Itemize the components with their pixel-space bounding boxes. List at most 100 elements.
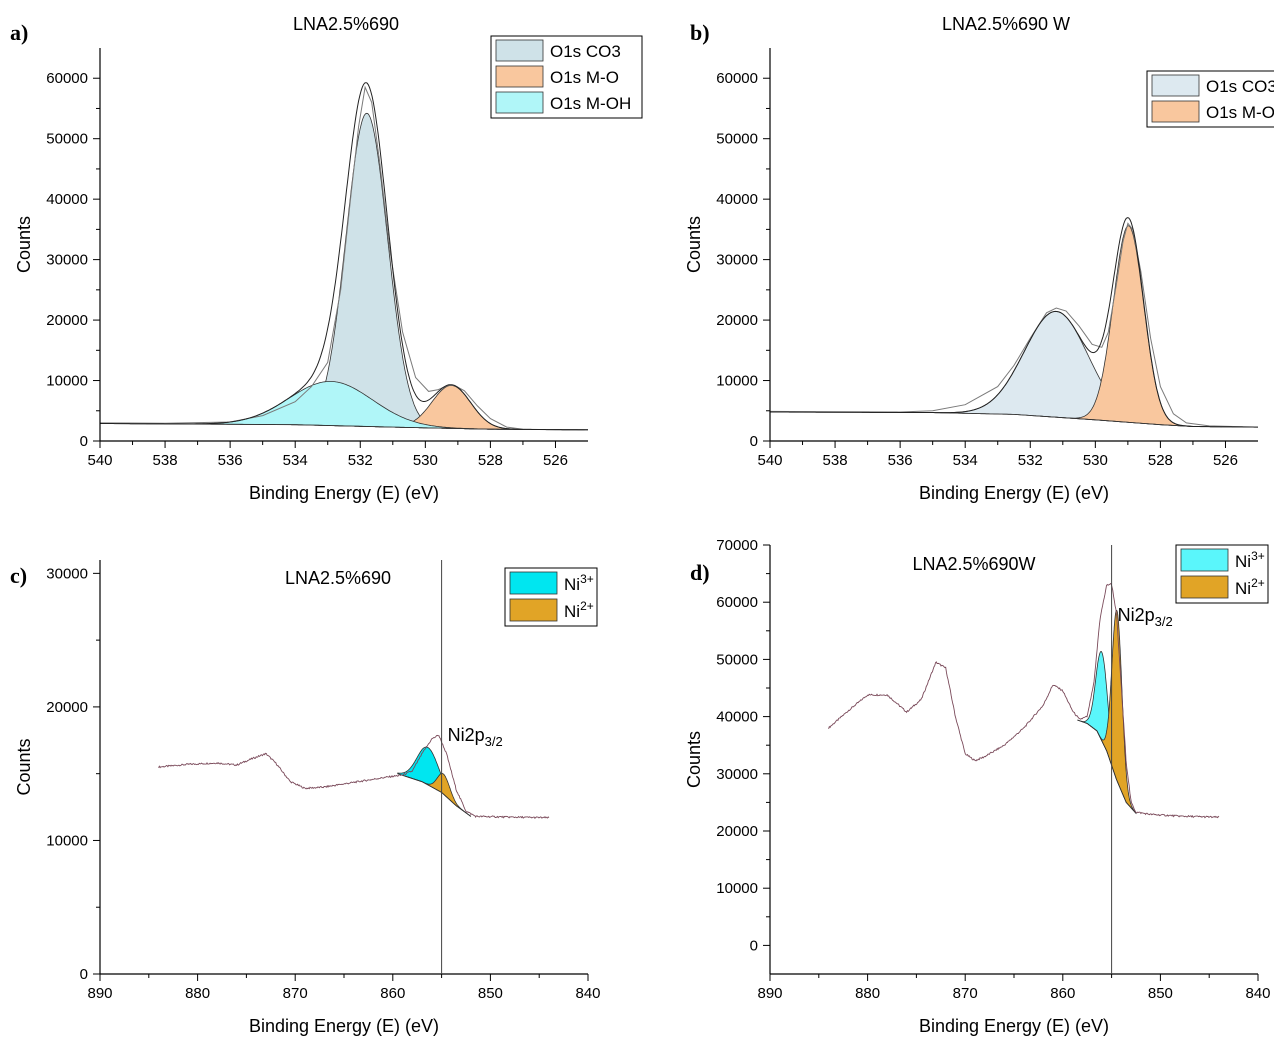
y-tick-label: 0 xyxy=(750,937,758,954)
x-tick-label: 890 xyxy=(87,985,112,1002)
legend: O1s CO3 O1s M-O O1s M-OH xyxy=(490,35,643,119)
plot-area xyxy=(770,217,1258,428)
y-tick-label: 70000 xyxy=(716,537,758,554)
x-tick-label: 526 xyxy=(1213,452,1238,469)
x-tick-label: 880 xyxy=(855,985,880,1002)
raw-data-line xyxy=(100,85,588,431)
legend-swatch xyxy=(1151,100,1200,123)
chart-title: LNA2.5%690W xyxy=(912,554,1035,574)
legend-label: O1s M-O xyxy=(1206,103,1274,122)
y-tick-label: 0 xyxy=(80,966,88,983)
x-tick-label: 850 xyxy=(478,985,503,1002)
legend-swatch xyxy=(495,65,544,88)
y-axis-label: Counts xyxy=(684,731,704,788)
peak-annotation: Ni2p3/2 xyxy=(1118,605,1173,629)
legend-swatch xyxy=(495,39,544,62)
x-tick-label: 532 xyxy=(1018,452,1043,469)
y-tick-label: 40000 xyxy=(716,709,758,726)
x-tick-label: 534 xyxy=(953,452,978,469)
x-axis-label: Binding Energy (E) (eV) xyxy=(919,483,1109,503)
background-line xyxy=(770,411,1258,428)
y-tick-label: 10000 xyxy=(46,373,88,390)
x-tick-label: 540 xyxy=(757,452,782,469)
chart-title: LNA2.5%690 W xyxy=(942,14,1070,34)
y-tick-label: 20000 xyxy=(46,312,88,329)
series-3-area xyxy=(100,381,585,431)
y-tick-label: 10000 xyxy=(46,832,88,849)
x-tick-label: 880 xyxy=(185,985,210,1002)
chart-title: LNA2.5%690 xyxy=(285,568,391,588)
x-axis-label: Binding Energy (E) (eV) xyxy=(249,483,439,503)
legend-swatch xyxy=(495,91,544,114)
series-1-area xyxy=(861,311,1251,428)
y-tick-label: 20000 xyxy=(46,699,88,716)
y-axis-label: Counts xyxy=(14,738,34,795)
y-tick-label: 10000 xyxy=(716,880,758,897)
legend-label: O1s CO3 xyxy=(1206,77,1274,96)
spectrum-line xyxy=(828,583,1220,819)
y-axis-label: Counts xyxy=(14,216,34,273)
x-tick-label: 860 xyxy=(380,985,405,1002)
y-tick-label: 40000 xyxy=(716,191,758,208)
x-tick-label: 890 xyxy=(757,985,782,1002)
y-tick-label: 20000 xyxy=(716,312,758,329)
chart-panel: 540 538 536 534 532 530 528 526 0 10000 20000 30000… xyxy=(10,14,643,503)
y-axis-label: Counts xyxy=(684,216,704,273)
x-tick-label: 840 xyxy=(1245,985,1270,1002)
x-tick-label: 538 xyxy=(153,452,178,469)
legend-label: O1s M-OH xyxy=(550,94,631,113)
x-tick-label: 540 xyxy=(87,452,112,469)
x-tick-label: 530 xyxy=(1083,452,1108,469)
chart-panel: 540 538 536 534 532 530 528 526 0 10000 20000 30000… xyxy=(684,14,1274,503)
y-tick-label: 30000 xyxy=(716,766,758,783)
legend: O1s CO3 O1s M-O xyxy=(1146,70,1274,128)
y-tick-label: 50000 xyxy=(46,131,88,148)
legend-label: Ni2+ xyxy=(564,599,594,621)
panel-label: d) xyxy=(690,560,710,585)
y-tick-label: 20000 xyxy=(716,823,758,840)
x-tick-label: 870 xyxy=(953,985,978,1002)
chart-panel: 890 880 870 860 850 840 0 10000 20000 30000 Bindin… xyxy=(10,560,601,1036)
legend-label: Ni3+ xyxy=(564,572,594,594)
legend-swatch xyxy=(1180,548,1229,572)
y-tick-label: 50000 xyxy=(716,131,758,148)
x-axis-label: Binding Energy (E) (eV) xyxy=(919,1016,1109,1036)
legend-swatch xyxy=(509,598,558,622)
legend: Ni3+ Ni2+ xyxy=(1175,544,1269,604)
raw-data-line xyxy=(770,222,1258,428)
legend-label: O1s M-O xyxy=(550,68,619,87)
x-axis-label: Binding Energy (E) (eV) xyxy=(249,1016,439,1036)
y-tick-label: 0 xyxy=(80,433,88,450)
x-tick-label: 536 xyxy=(218,452,243,469)
y-tick-label: 60000 xyxy=(716,594,758,611)
panel-label: b) xyxy=(690,20,710,45)
legend-label: O1s CO3 xyxy=(550,42,621,61)
x-tick-label: 532 xyxy=(348,452,373,469)
x-tick-label: 870 xyxy=(283,985,308,1002)
y-tick-label: 50000 xyxy=(716,651,758,668)
x-tick-label: 860 xyxy=(1050,985,1075,1002)
x-tick-label: 534 xyxy=(283,452,308,469)
legend: Ni3+ Ni2+ xyxy=(504,567,598,627)
fit-envelope-line xyxy=(770,217,1258,428)
y-tick-label: 30000 xyxy=(46,565,88,582)
fit-envelope-line xyxy=(100,82,588,431)
background-line xyxy=(1077,719,1137,814)
x-tick-label: 850 xyxy=(1148,985,1173,1002)
x-tick-label: 528 xyxy=(478,452,503,469)
y-tick-label: 0 xyxy=(750,433,758,450)
x-tick-label: 530 xyxy=(413,452,438,469)
x-tick-label: 536 xyxy=(888,452,913,469)
x-tick-label: 528 xyxy=(1148,452,1173,469)
x-tick-label: 526 xyxy=(543,452,568,469)
panel-label: c) xyxy=(10,563,27,588)
chart-panel: 890 880 870 860 850 840 0 10000 20000 30000 40000 5… xyxy=(684,537,1271,1036)
y-tick-label: 40000 xyxy=(46,191,88,208)
legend-label: Ni3+ xyxy=(1235,549,1265,571)
plot-area xyxy=(100,82,588,431)
x-tick-label: 840 xyxy=(575,985,600,1002)
legend-swatch xyxy=(509,571,558,595)
chart-title: LNA2.5%690 xyxy=(293,14,399,34)
legend-swatch xyxy=(1180,575,1229,599)
y-tick-label: 30000 xyxy=(716,252,758,269)
